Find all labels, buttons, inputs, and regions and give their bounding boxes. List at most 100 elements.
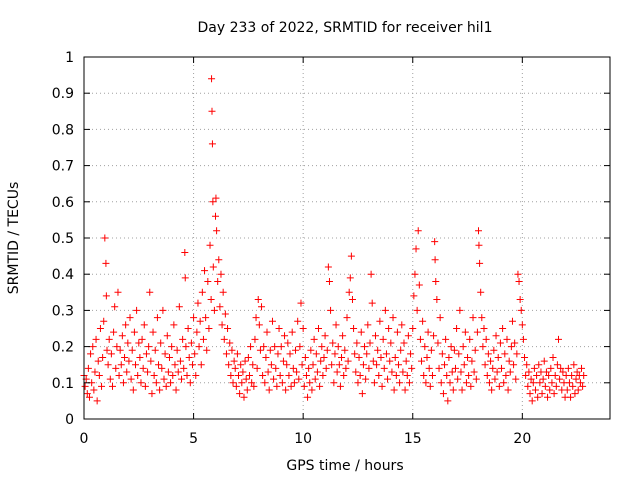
data-point [193,328,201,336]
data-point [149,328,157,336]
data-point [264,368,272,376]
data-point [155,361,163,369]
data-point [302,372,310,380]
data-point [571,390,579,398]
data-point [323,346,331,354]
data-point [272,364,280,372]
data-point [158,364,166,372]
data-point [194,299,202,307]
data-point [359,361,367,369]
data-point [216,303,224,311]
data-point [110,328,118,336]
data-point [549,353,557,361]
data-point [436,314,444,322]
data-point [254,296,262,304]
x-tick-label: 20 [513,431,531,447]
data-point [485,379,493,387]
data-point [294,317,302,325]
data-point [119,379,127,387]
data-point [504,386,512,394]
data-point [161,350,169,358]
data-point [197,361,205,369]
data-point [206,241,214,249]
data-point [162,382,170,390]
data-point [256,346,264,354]
data-point [288,328,296,336]
data-point [336,382,344,390]
data-point [232,382,240,390]
data-point [202,314,210,322]
data-point [141,382,149,390]
data-point [488,386,496,394]
data-point [572,375,580,383]
data-point [579,382,587,390]
data-point [503,335,511,343]
data-point [342,364,350,372]
data-point [107,350,115,358]
data-point [334,343,342,351]
data-point [465,372,473,380]
data-point [522,372,530,380]
data-point [170,321,178,329]
data-point [550,390,558,398]
data-point [139,364,147,372]
data-point [293,368,301,376]
data-point [521,353,529,361]
data-point [370,379,378,387]
data-point [244,353,252,361]
data-point [94,357,102,365]
data-point [554,335,562,343]
data-point [329,339,337,347]
data-point [126,314,134,322]
data-point [428,372,436,380]
data-point [168,343,176,351]
data-point [376,317,384,325]
data-point [140,321,148,329]
data-point [192,372,200,380]
data-point [386,357,394,365]
data-point [284,339,292,347]
data-point [243,386,251,394]
data-point [443,372,451,380]
data-point [265,386,273,394]
data-point [118,332,126,340]
data-point [506,368,514,376]
data-point [523,361,531,369]
data-point [195,343,203,351]
data-point [535,361,543,369]
data-point [320,353,328,361]
data-point [357,328,365,336]
y-axis-label: SRMTID / TECUs [6,182,22,295]
data-point [213,227,221,235]
data-point [435,364,443,372]
data-point [208,75,216,83]
data-point [573,368,581,376]
chart-title: Day 233 of 2022, SRMTID for receiver hil… [198,20,493,36]
data-point [81,382,89,390]
data-point [181,248,189,256]
data-point [219,288,227,296]
data-point [225,361,233,369]
data-point [408,364,416,372]
data-point [505,357,513,365]
data-point [424,328,432,336]
data-point [251,335,259,343]
data-point [533,372,541,380]
data-point [255,321,263,329]
data-point [369,357,377,365]
data-point [548,379,556,387]
data-point [402,357,410,365]
data-point [366,339,374,347]
data-point [153,314,161,322]
data-point [179,335,187,343]
data-point [377,353,385,361]
data-point [529,379,537,387]
data-point [547,364,555,372]
data-point [512,375,520,383]
data-point [300,382,308,390]
data-point [85,393,93,401]
data-point [551,372,559,380]
data-point [135,339,143,347]
data-point [352,368,360,376]
data-point [539,375,547,383]
